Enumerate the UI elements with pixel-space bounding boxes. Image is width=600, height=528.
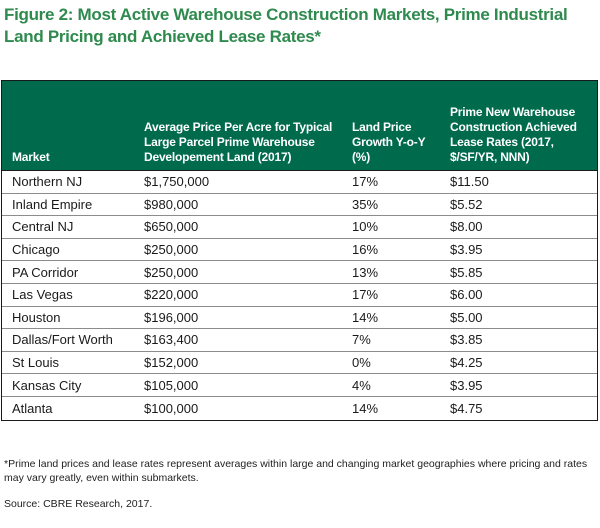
- cell-price-per-acre: $163,400: [144, 332, 199, 348]
- cell-land-price-growth: 16%: [352, 242, 379, 258]
- table-row: St Louis $152,000 0% $4.25: [2, 352, 597, 375]
- table-row: Kansas City $105,000 4% $3.95: [2, 374, 597, 397]
- cell-market: PA Corridor: [12, 264, 79, 280]
- cell-market: St Louis: [12, 355, 59, 371]
- cell-price-per-acre: $220,000: [144, 287, 199, 303]
- table-row: PA Corridor $250,000 13% $5.85: [2, 261, 597, 284]
- cell-price-per-acre: $196,000: [144, 309, 199, 325]
- table-row: Chicago $250,000 16% $3.95: [2, 239, 597, 262]
- figure-title: Figure 2: Most Active Warehouse Construc…: [4, 5, 568, 46]
- cell-market: Central NJ: [12, 219, 74, 235]
- cell-market: Northern NJ: [12, 174, 83, 190]
- cell-land-price-growth: 17%: [352, 287, 379, 303]
- cell-price-per-acre: $650,000: [144, 219, 199, 235]
- table-body: Northern NJ $1,750,000 17% $11.50 Inland Emp…: [2, 171, 597, 420]
- cell-market: Dallas/Fort Worth: [12, 332, 113, 348]
- cell-lease-rate: $8.00: [450, 219, 483, 235]
- cell-land-price-growth: 35%: [352, 196, 379, 212]
- cell-lease-rate: $5.00: [450, 309, 483, 325]
- header-lease-rates: Prime New Warehouse Construction Achieve…: [450, 105, 577, 164]
- cell-land-price-growth: 10%: [352, 219, 379, 235]
- cell-market: Kansas City: [12, 377, 82, 393]
- cell-lease-rate: $5.52: [450, 196, 483, 212]
- cell-lease-rate: $6.00: [450, 287, 483, 303]
- table-row: Northern NJ $1,750,000 17% $11.50: [2, 171, 597, 194]
- cell-land-price-growth: 14%: [352, 309, 379, 325]
- cell-land-price-growth: 13%: [352, 264, 379, 280]
- cell-lease-rate: $3.85: [450, 332, 483, 348]
- cell-lease-rate: $4.75: [450, 400, 483, 416]
- cell-land-price-growth: 17%: [352, 174, 379, 190]
- cell-price-per-acre: $250,000: [144, 242, 199, 258]
- cell-price-per-acre: $100,000: [144, 400, 199, 416]
- cell-market: Houston: [12, 309, 61, 325]
- cell-lease-rate: $3.95: [450, 377, 483, 393]
- cell-lease-rate: $4.25: [450, 355, 483, 371]
- data-table: Market Average Price Per Acre for Typica…: [1, 80, 598, 421]
- cell-land-price-growth: 4%: [352, 377, 371, 393]
- cell-price-per-acre: $980,000: [144, 196, 199, 212]
- table-row: Atlanta $100,000 14% $4.75: [2, 397, 597, 420]
- cell-lease-rate: $11.50: [450, 174, 489, 190]
- cell-price-per-acre: $250,000: [144, 264, 199, 280]
- header-market: Market: [12, 150, 50, 164]
- cell-lease-rate: $3.95: [450, 242, 483, 258]
- table-header: Market Average Price Per Acre for Typica…: [2, 81, 597, 171]
- cell-market: Las Vegas: [12, 287, 73, 303]
- table-row: Central NJ $650,000 10% $8.00: [2, 216, 597, 239]
- cell-price-per-acre: $152,000: [144, 355, 199, 371]
- cell-lease-rate: $5.85: [450, 264, 483, 280]
- cell-land-price-growth: 7%: [352, 332, 371, 348]
- cell-price-per-acre: $105,000: [144, 377, 199, 393]
- table-row: Las Vegas $220,000 17% $6.00: [2, 284, 597, 307]
- cell-market: Atlanta: [12, 400, 53, 416]
- header-land-price-growth: Land Price Growth Y-o-Y (%): [352, 120, 426, 164]
- table-row: Dallas/Fort Worth $163,400 7% $3.85: [2, 329, 597, 352]
- source-note: Source: CBRE Research, 2017.: [4, 498, 153, 510]
- cell-price-per-acre: $1,750,000: [144, 174, 210, 190]
- cell-land-price-growth: 0%: [352, 355, 371, 371]
- cell-market: Chicago: [12, 242, 60, 258]
- table-row: Houston $196,000 14% $5.00: [2, 307, 597, 330]
- cell-market: Inland Empire: [12, 196, 93, 212]
- table-row: Inland Empire $980,000 35% $5.52: [2, 194, 597, 217]
- cell-land-price-growth: 14%: [352, 400, 379, 416]
- footnote: *Prime land prices and lease rates repre…: [4, 458, 588, 484]
- header-price-per-acre: Average Price Per Acre for Typical Large…: [144, 120, 333, 164]
